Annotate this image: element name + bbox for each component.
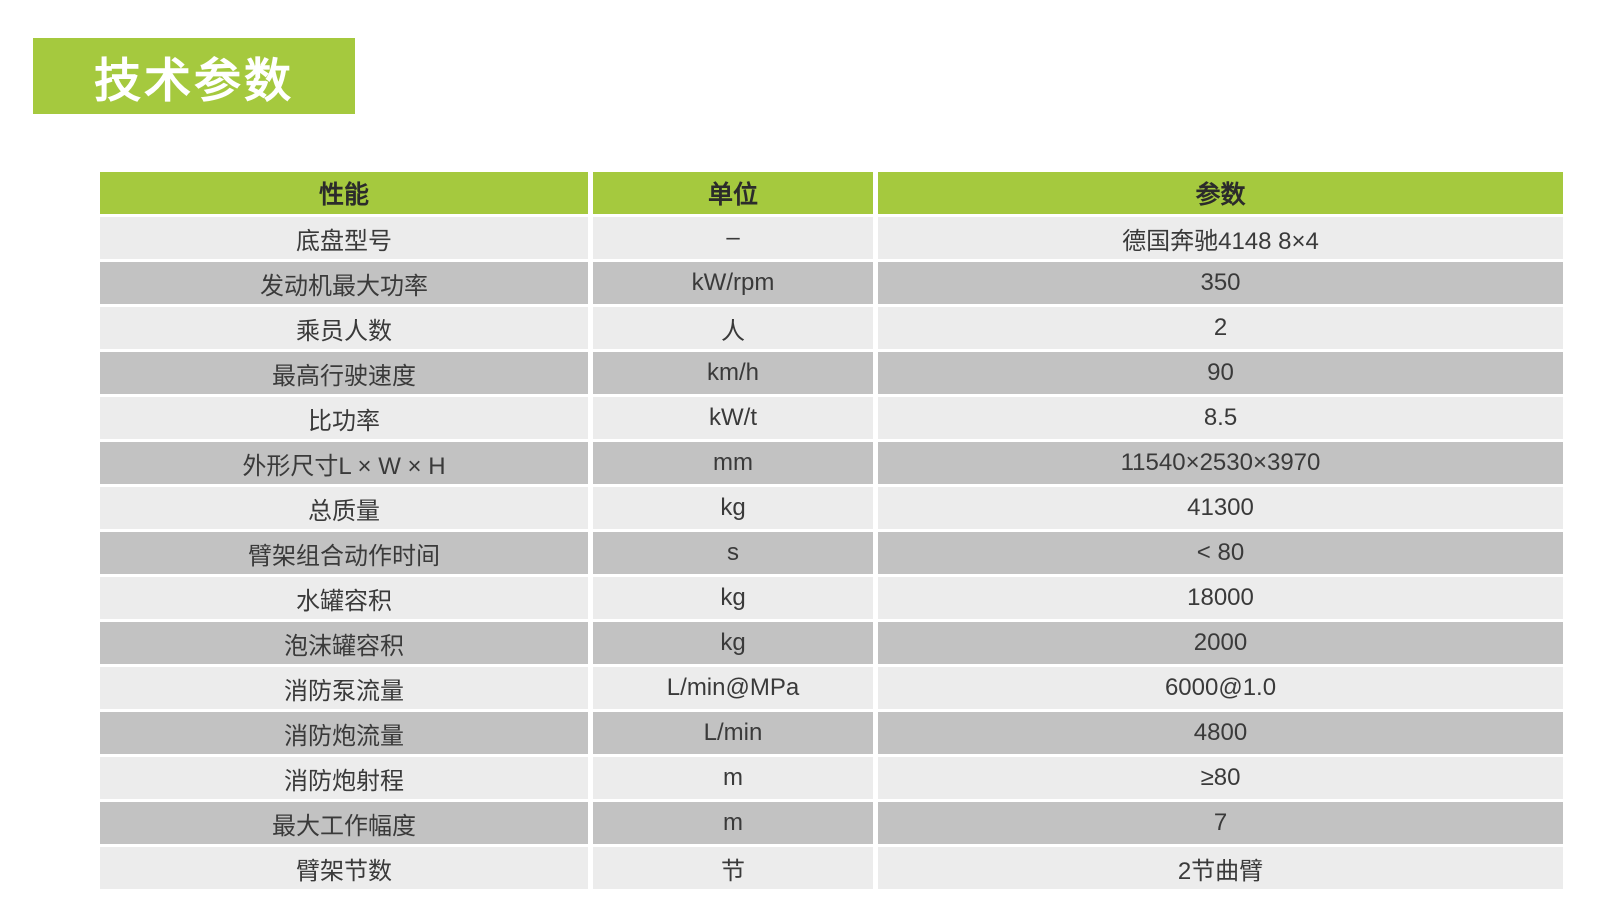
spec-name-cell: 比功率	[100, 397, 588, 439]
table-row: 底盘型号 – 德国奔驰4148 8×4	[100, 217, 1563, 259]
spec-name-cell: 消防泵流量	[100, 667, 588, 709]
table-row: 消防炮流量 L/min 4800	[100, 712, 1563, 754]
spec-name-cell: 水罐容积	[100, 577, 588, 619]
spec-value-cell: 90	[878, 352, 1563, 394]
spec-name-cell: 泡沫罐容积	[100, 622, 588, 664]
spec-unit-cell: s	[593, 532, 873, 574]
spec-name-cell: 消防炮射程	[100, 757, 588, 799]
spec-unit-cell: kW/rpm	[593, 262, 873, 304]
spec-unit-cell: m	[593, 757, 873, 799]
table-row: 消防炮射程 m ≥80	[100, 757, 1563, 799]
table-row: 水罐容积 kg 18000	[100, 577, 1563, 619]
spec-value-cell: 4800	[878, 712, 1563, 754]
spec-value-cell: 18000	[878, 577, 1563, 619]
table-row: 最大工作幅度 m 7	[100, 802, 1563, 844]
spec-unit-cell: –	[593, 217, 873, 259]
spec-value-cell: 2000	[878, 622, 1563, 664]
table-row: 臂架组合动作时间 s < 80	[100, 532, 1563, 574]
table-row: 比功率 kW/t 8.5	[100, 397, 1563, 439]
spec-unit-cell: m	[593, 802, 873, 844]
spec-table: 性能 单位 参数 底盘型号 – 德国奔驰4148 8×4 发动机最大功率 kW/rpm 3…	[100, 172, 1563, 889]
column-header-parameter: 参数	[878, 172, 1563, 214]
table-row: 消防泵流量 L/min@MPa 6000@1.0	[100, 667, 1563, 709]
spec-unit-cell: 人	[593, 307, 873, 349]
spec-table-container: 性能 单位 参数 底盘型号 – 德国奔驰4148 8×4 发动机最大功率 kW/rpm 3…	[100, 172, 1563, 889]
spec-value-cell: 7	[878, 802, 1563, 844]
spec-value-cell: 11540×2530×3970	[878, 442, 1563, 484]
spec-value-cell: 2	[878, 307, 1563, 349]
spec-name-cell: 发动机最大功率	[100, 262, 588, 304]
spec-name-cell: 臂架节数	[100, 847, 588, 889]
table-row: 臂架节数节 2节曲臂	[100, 847, 1563, 889]
spec-table-body: 底盘型号 – 德国奔驰4148 8×4 发动机最大功率 kW/rpm 350 乘员人数人 2 最…	[100, 217, 1563, 889]
spec-unit-cell: kW/t	[593, 397, 873, 439]
spec-unit-cell: kg	[593, 622, 873, 664]
page-title: 技术参数	[94, 53, 294, 107]
table-row: 泡沫罐容积 kg 2000	[100, 622, 1563, 664]
spec-name-cell: 臂架组合动作时间	[100, 532, 588, 574]
spec-unit-cell: kg	[593, 487, 873, 529]
spec-name-cell: 最高行驶速度	[100, 352, 588, 394]
spec-unit-cell: kg	[593, 577, 873, 619]
spec-name-cell: 乘员人数	[100, 307, 588, 349]
table-row: 发动机最大功率 kW/rpm 350	[100, 262, 1563, 304]
spec-value-cell: < 80	[878, 532, 1563, 574]
table-row: 最高行驶速度 km/h 90	[100, 352, 1563, 394]
spec-unit-cell: 节	[593, 847, 873, 889]
spec-value-cell: 2节曲臂	[878, 847, 1563, 889]
table-row: 乘员人数人 2	[100, 307, 1563, 349]
spec-name-cell: 总质量	[100, 487, 588, 529]
spec-value-cell: 8.5	[878, 397, 1563, 439]
spec-unit-cell: L/min@MPa	[593, 667, 873, 709]
spec-unit-cell: km/h	[593, 352, 873, 394]
spec-unit-cell: L/min	[593, 712, 873, 754]
spec-name-cell: 消防炮流量	[100, 712, 588, 754]
spec-value-cell: 德国奔驰4148 8×4	[878, 217, 1563, 259]
table-header-row: 性能 单位 参数	[100, 172, 1563, 214]
spec-name-cell: 外形尺寸L × W × H	[100, 442, 588, 484]
section-title-box: 技术参数	[33, 38, 355, 114]
spec-value-cell: 350	[878, 262, 1563, 304]
table-row: 总质量 kg 41300	[100, 487, 1563, 529]
spec-unit-cell: mm	[593, 442, 873, 484]
spec-name-cell: 底盘型号	[100, 217, 588, 259]
column-header-performance: 性能	[100, 172, 588, 214]
spec-value-cell: 41300	[878, 487, 1563, 529]
column-header-unit: 单位	[593, 172, 873, 214]
spec-value-cell: 6000@1.0	[878, 667, 1563, 709]
spec-value-cell: ≥80	[878, 757, 1563, 799]
spec-name-cell: 最大工作幅度	[100, 802, 588, 844]
